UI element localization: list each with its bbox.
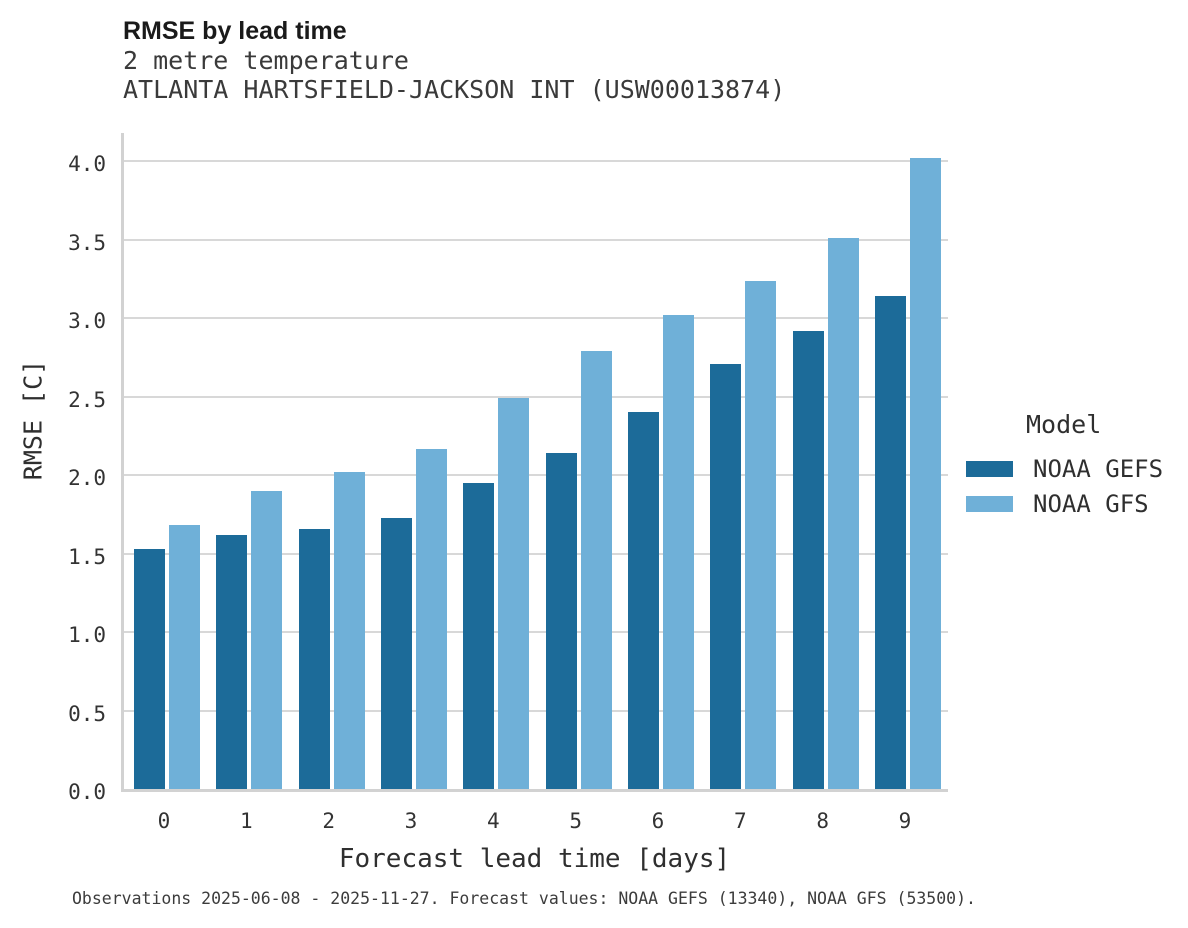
bar-noaa-gfs-lead-7	[745, 280, 777, 789]
bar-noaa-gfs-lead-5	[580, 351, 612, 789]
bar-noaa-gefs-lead-0	[134, 548, 165, 789]
legend-label: NOAA GFS	[1033, 489, 1149, 518]
title-block: RMSE by lead time 2 metre temperature AT…	[123, 16, 785, 104]
x-tick-label: 5	[569, 809, 582, 833]
y-axis-title: RMSE [C]	[18, 359, 48, 481]
bar-group-lead-7	[710, 133, 777, 789]
legend-entries: NOAA GEFS NOAA GFS	[966, 451, 1163, 521]
bar-noaa-gefs-lead-4	[463, 483, 495, 789]
y-tick-label: 2.0	[68, 466, 106, 491]
chart-subtitle-variable: 2 metre temperature	[123, 46, 409, 75]
bar-noaa-gefs-lead-2	[298, 528, 330, 789]
bar-group-lead-5	[545, 133, 612, 789]
bar-noaa-gefs-lead-7	[710, 363, 742, 789]
legend-swatch	[966, 460, 1013, 477]
x-tick-label: 6	[651, 809, 665, 833]
bar-group-lead-3	[381, 133, 447, 789]
bar-noaa-gfs-lead-8	[827, 238, 859, 789]
gridline	[124, 317, 948, 320]
legend: Model NOAA GEFS NOAA GFS	[966, 410, 1163, 521]
bar-group-lead-4	[463, 133, 530, 789]
bar-noaa-gefs-lead-5	[545, 453, 577, 789]
bar-noaa-gfs-lead-9	[910, 158, 941, 789]
footnote: Observations 2025-06-08 - 2025-11-27. Fo…	[72, 889, 976, 908]
gridline	[124, 238, 948, 241]
gridline	[124, 631, 948, 634]
gridline	[124, 709, 948, 712]
bar-noaa-gefs-lead-3	[381, 517, 412, 789]
bar-group-lead-6	[628, 133, 694, 789]
gridline	[124, 474, 948, 477]
legend-label: NOAA GEFS	[1033, 454, 1164, 483]
chart-subtitle-station: ATLANTA HARTSFIELD-JACKSON INT (USW00013…	[123, 75, 786, 104]
y-tick-label: 0.5	[68, 701, 106, 726]
bar-group-lead-9	[875, 133, 941, 789]
plot-area	[121, 133, 948, 792]
x-tick-label: 2	[322, 809, 335, 833]
y-tick-label: 1.5	[68, 544, 106, 569]
legend-entry-noaa-gefs: NOAA GEFS	[966, 451, 1163, 486]
x-tick-label: 1	[240, 809, 253, 833]
bar-noaa-gefs-lead-6	[628, 412, 659, 789]
x-tick-label: 3	[404, 809, 418, 833]
legend-title: Model	[1026, 410, 1102, 439]
y-tick-label: 4.0	[68, 152, 106, 177]
bar-noaa-gefs-lead-8	[792, 330, 824, 789]
bar-group-lead-2	[298, 133, 365, 789]
y-tick-label: 0.0	[68, 780, 106, 804]
y-tick-label: 3.0	[68, 309, 106, 334]
gridline	[124, 395, 948, 398]
gridline	[124, 552, 948, 555]
x-tick-label: 4	[487, 809, 500, 833]
y-tick-label: 3.5	[68, 230, 106, 255]
bar-group-lead-1	[216, 133, 283, 789]
legend-swatch	[966, 495, 1013, 512]
bar-noaa-gfs-lead-4	[498, 398, 530, 789]
bar-noaa-gefs-lead-1	[216, 534, 248, 789]
bar-noaa-gfs-lead-6	[663, 315, 694, 789]
bar-noaa-gfs-lead-1	[251, 490, 283, 789]
bar-group-lead-8	[792, 133, 859, 789]
bar-noaa-gfs-lead-3	[416, 448, 447, 789]
bar-noaa-gfs-lead-0	[169, 525, 200, 789]
bar-noaa-gfs-lead-2	[333, 472, 365, 789]
x-tick-label: 7	[734, 809, 747, 833]
bar-group-lead-0	[134, 133, 200, 789]
legend-entry-noaa-gfs: NOAA GFS	[966, 486, 1163, 521]
x-tick-label: 0	[157, 809, 171, 833]
y-tick-label: 2.5	[68, 387, 106, 412]
x-tick-label: 8	[816, 809, 829, 833]
x-tick-label: 9	[898, 809, 912, 833]
chart-title: RMSE by lead time	[123, 17, 347, 45]
gridline	[124, 160, 948, 163]
bar-noaa-gefs-lead-9	[875, 296, 906, 789]
x-axis-title: Forecast lead time [days]	[338, 844, 731, 874]
y-tick-label: 1.0	[68, 623, 106, 648]
